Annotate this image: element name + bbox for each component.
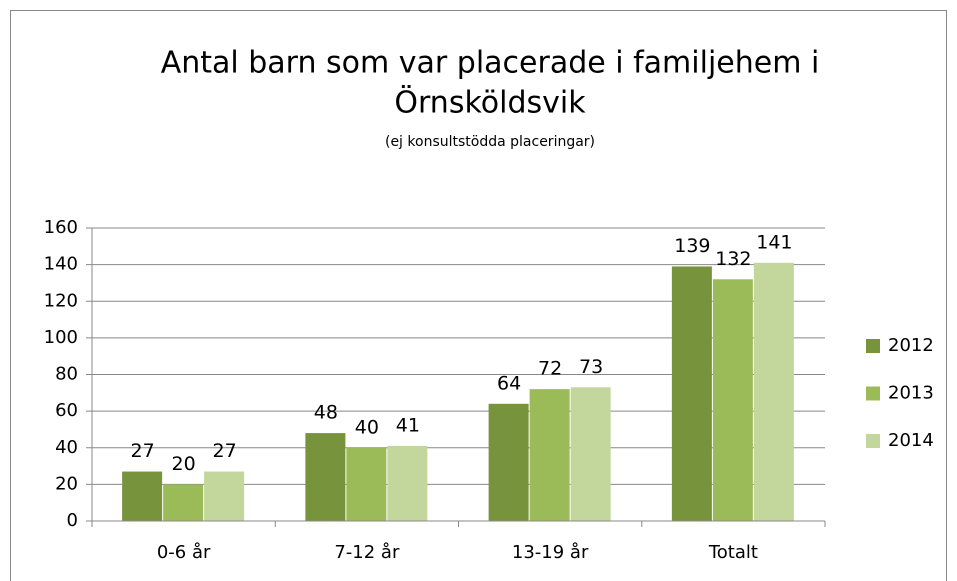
y-tick-label: 20 [55, 473, 78, 494]
y-tick-label: 60 [55, 400, 78, 421]
data-label: 64 [497, 372, 521, 394]
y-tick-label: 120 [44, 290, 78, 311]
legend-label: 2012 [888, 335, 934, 356]
bar [122, 471, 163, 521]
legend-swatch [866, 434, 880, 448]
legend-swatch [866, 339, 880, 353]
y-tick-label: 40 [55, 437, 78, 458]
data-label: 72 [538, 358, 562, 380]
bar [387, 445, 428, 521]
data-label: 27 [131, 440, 155, 462]
data-label: 73 [579, 356, 603, 378]
chart-title: Örnsköldsvik [394, 85, 586, 121]
legend-label: 2013 [888, 383, 934, 404]
y-tick-label: 160 [44, 217, 78, 238]
chart-title: Antal barn som var placerade i familjehe… [161, 46, 820, 81]
bar [305, 433, 346, 521]
data-label: 48 [314, 402, 338, 424]
bar [346, 447, 387, 521]
bar [488, 403, 529, 521]
chart-subtitle: (ej konsultstödda placeringar) [385, 134, 595, 150]
data-label: 141 [756, 231, 792, 253]
y-tick-label: 0 [67, 510, 78, 531]
y-tick-label: 100 [44, 327, 78, 348]
bar [529, 389, 570, 521]
x-tick-label: 0-6 år [157, 542, 211, 563]
data-label: 139 [674, 235, 710, 257]
data-label: 41 [396, 414, 420, 436]
legend-label: 2014 [888, 430, 934, 451]
data-label: 20 [172, 453, 196, 475]
x-tick-label: 7-12 år [334, 542, 400, 563]
bar [570, 387, 611, 521]
bar [671, 266, 712, 521]
bar [712, 279, 753, 521]
data-label: 27 [213, 440, 237, 462]
y-tick-label: 140 [44, 254, 78, 275]
bar [204, 471, 245, 521]
data-label: 40 [355, 416, 379, 438]
bar [163, 484, 204, 521]
data-label: 132 [715, 248, 751, 270]
x-tick-label: Totalt [708, 542, 758, 563]
bar [753, 262, 794, 521]
y-tick-label: 80 [55, 364, 78, 385]
x-tick-label: 13-19 år [512, 542, 589, 563]
legend-swatch [866, 386, 880, 401]
